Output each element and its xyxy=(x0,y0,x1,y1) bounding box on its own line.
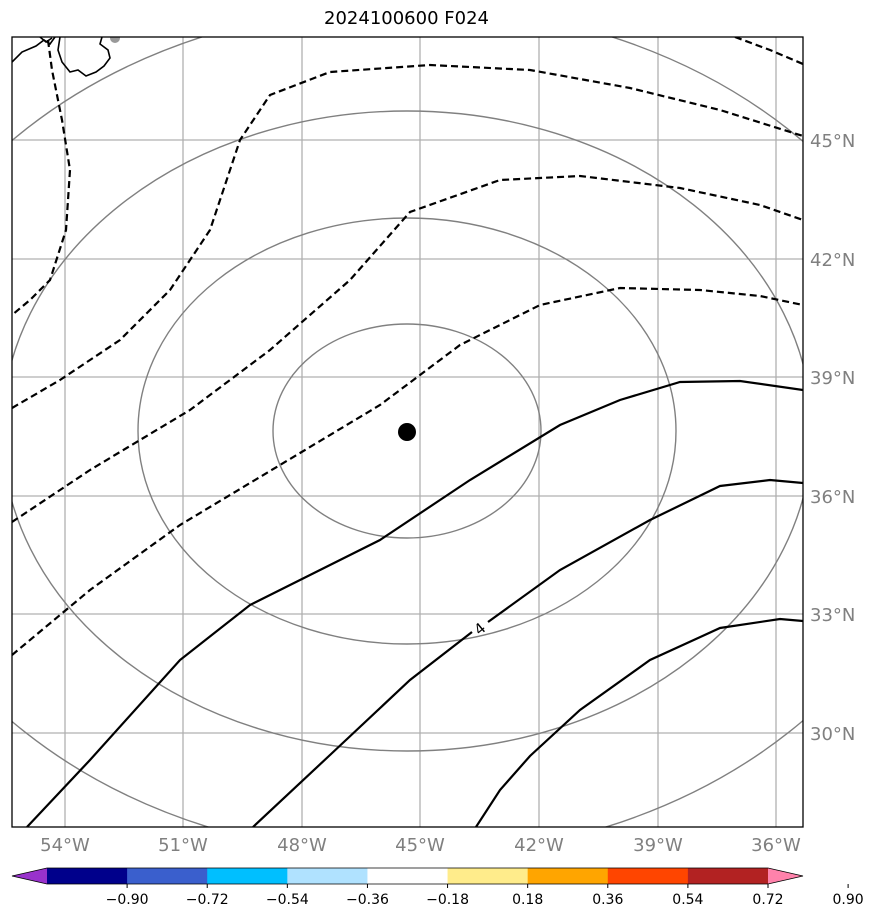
lon-label: 45°W xyxy=(395,835,445,856)
contour-solid-1 xyxy=(26,379,803,827)
lon-label: 42°W xyxy=(514,835,564,856)
lon-label: 48°W xyxy=(277,835,327,856)
lat-label: 36°N xyxy=(810,487,855,508)
colorbar: −0.90 −0.72 −0.54 −0.36 −0.18 0.18 0.36 0.54 0.7… xyxy=(11,867,864,908)
lon-label: 54°W xyxy=(40,835,90,856)
colorbar-segment xyxy=(207,868,288,884)
colorbar-segment xyxy=(607,868,689,884)
range-rings xyxy=(12,37,803,827)
colorbar-tick-label: 0.18 xyxy=(512,892,543,908)
coastline xyxy=(12,37,111,77)
latitude-labels: 45°N 42°N 39°N 36°N 33°N 30°N xyxy=(810,131,855,745)
dashed-contours xyxy=(12,37,803,656)
colorbar-segment xyxy=(47,868,128,884)
colorbar-tick-label: 0.36 xyxy=(592,892,623,908)
graticule xyxy=(12,37,803,827)
lat-label: 30°N xyxy=(810,724,855,745)
map-frame xyxy=(11,36,804,828)
lon-label: 51°W xyxy=(158,835,208,856)
map-title: 2024100600 F024 xyxy=(324,8,489,29)
colorbar-tick-label: 0.90 xyxy=(833,892,864,908)
colorbar-segment xyxy=(367,868,449,884)
colorbar-segment xyxy=(127,868,208,884)
colorbar-segment xyxy=(447,868,529,884)
lat-label: 45°N xyxy=(810,131,855,152)
range-ring-3 xyxy=(12,110,803,752)
contour-solid-3 xyxy=(475,617,803,827)
lon-label: 36°W xyxy=(751,835,801,856)
contour-dashed-5 xyxy=(734,37,803,66)
contour-dashed-2 xyxy=(12,63,803,409)
lat-label: 42°N xyxy=(810,250,855,271)
solid-contours xyxy=(26,379,803,827)
lat-label: 33°N xyxy=(810,605,855,626)
colorbar-tick-label: 0.54 xyxy=(672,892,703,908)
colorbar-segment xyxy=(287,868,368,884)
colorbar-tick-label: −0.18 xyxy=(426,892,469,908)
contour-dashed-1 xyxy=(12,39,72,316)
lat-label: 39°N xyxy=(810,368,855,389)
colorbar-extend-low xyxy=(12,868,47,884)
colorbar-outline xyxy=(11,867,804,885)
lon-label: 39°W xyxy=(633,835,683,856)
contour-solid-2 xyxy=(252,478,803,827)
contour-dashed-3 xyxy=(12,174,803,523)
colorbar-extend-high xyxy=(768,868,803,884)
range-ring-1 xyxy=(272,323,542,539)
colorbar-tick-label: 0.72 xyxy=(752,892,783,908)
colorbar-tick-label: −0.36 xyxy=(346,892,389,908)
storm-center-dot xyxy=(398,423,416,441)
coast-marker xyxy=(110,37,120,43)
colorbar-segment xyxy=(687,868,769,884)
colorbar-segment xyxy=(527,868,609,884)
longitude-labels: 54°W 51°W 48°W 45°W 42°W 39°W 36°W xyxy=(40,835,801,856)
range-ring-2 xyxy=(137,217,677,645)
colorbar-tick-label: −0.54 xyxy=(266,892,309,908)
colorbar-tick-label: −0.90 xyxy=(106,892,149,908)
colorbar-tick-label: −0.72 xyxy=(186,892,229,908)
contour-dashed-4 xyxy=(12,286,803,656)
